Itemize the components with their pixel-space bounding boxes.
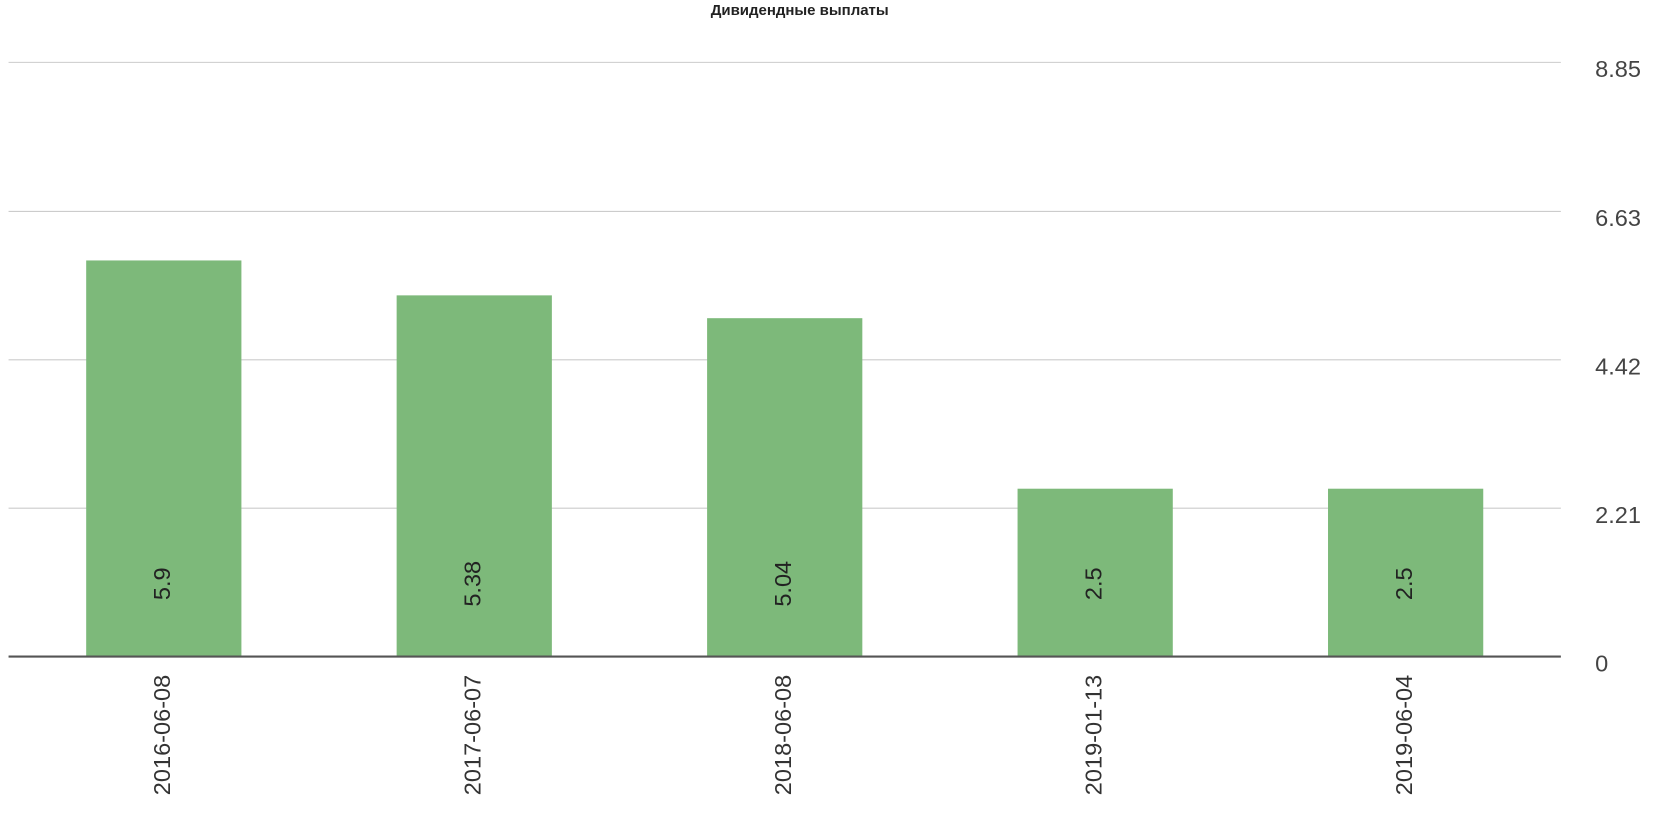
x-tick-label: 2019-01-13 bbox=[1080, 675, 1106, 795]
x-tick-label: 2017-06-07 bbox=[459, 675, 485, 795]
value-label: 2.5 bbox=[1391, 567, 1417, 600]
bar bbox=[1328, 488, 1484, 657]
value-label: 5.38 bbox=[459, 561, 485, 607]
bar bbox=[707, 318, 863, 657]
x-tick-label: 2019-06-04 bbox=[1391, 675, 1417, 795]
y-tick-label: 2.21 bbox=[1595, 502, 1641, 528]
value-label: 2.5 bbox=[1080, 567, 1106, 600]
y-tick-label: 4.42 bbox=[1595, 354, 1641, 380]
y-tick-label: 0 bbox=[1595, 650, 1608, 676]
bar bbox=[86, 260, 242, 657]
chart-title: Дивидендные выплаты bbox=[711, 2, 889, 19]
y-tick-label: 6.63 bbox=[1595, 205, 1641, 231]
x-tick-label: 2018-06-08 bbox=[770, 675, 796, 795]
y-tick-label: 8.85 bbox=[1595, 56, 1641, 82]
x-tick-label: 2016-06-08 bbox=[149, 675, 175, 795]
bar bbox=[396, 295, 552, 657]
bar bbox=[1017, 488, 1173, 657]
value-label: 5.9 bbox=[149, 567, 175, 600]
value-label: 5.04 bbox=[770, 561, 796, 607]
